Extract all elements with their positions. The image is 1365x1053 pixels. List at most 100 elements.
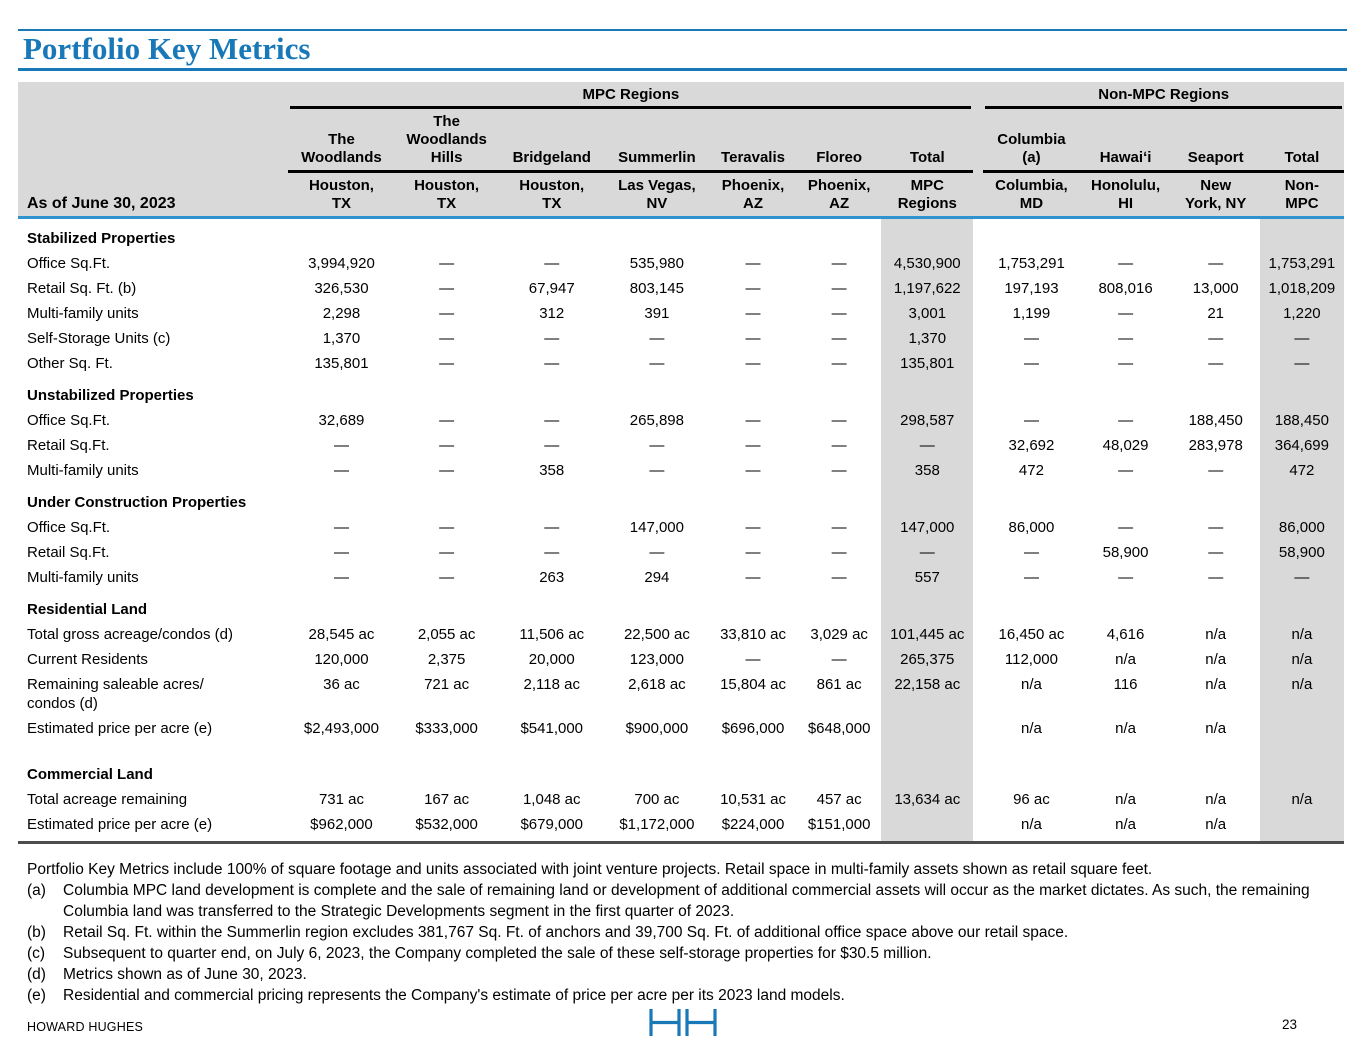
column-gap: [973, 251, 983, 276]
cell-value: [1172, 483, 1260, 515]
cell-value: [709, 483, 797, 515]
cell-value: —: [1208, 543, 1224, 561]
cell-value: n/a: [1021, 719, 1042, 737]
cell-value: 22,158 ac: [881, 671, 974, 716]
cell-value: [881, 715, 974, 741]
table-row: Current Residents 120,000 2,375 20,000 123,0…: [18, 646, 1344, 672]
table-row: Retail Sq.Ft. — — — — — — — — 58,900 — 58,900: [18, 539, 1344, 565]
cell-value: [395, 376, 499, 408]
cell-value: —: [544, 411, 560, 429]
column-header-location: Las Vegas, NV: [604, 171, 709, 219]
column-header-region: Floreo: [797, 109, 882, 173]
column-gap: [973, 787, 983, 812]
cell-value: [983, 483, 1079, 515]
footnote-intro: Portfolio Key Metrics include 100% of sq…: [27, 860, 1153, 878]
cell-value: [709, 590, 797, 622]
cell-value: n/a: [1205, 650, 1227, 668]
cell-value: $900,000: [625, 719, 689, 737]
section-header-row: Unstabilized Properties: [18, 375, 1344, 408]
cell-value: —: [831, 304, 847, 322]
column-header-region: Teravalis: [708, 109, 798, 173]
cell-value: 20,000: [528, 650, 575, 668]
row-label: Multi-family units: [27, 304, 139, 322]
cell-value: [797, 376, 881, 408]
cell-value: [881, 375, 974, 408]
table-row: Total acreage remaining 731 ac 167 ac 1,048…: [18, 786, 1344, 812]
cell-value: [395, 483, 499, 515]
region-header-row: The Woodlands The Woodlands Hills Bridge…: [18, 109, 1344, 173]
cell-value: 364,699: [1259, 432, 1344, 458]
cell-value: 2,298: [322, 304, 361, 322]
group-header-row: MPC Regions Non-MPC Regions: [18, 82, 1344, 109]
section-title: Under Construction Properties: [27, 493, 247, 511]
row-label: Estimated price per acre (e): [27, 815, 213, 833]
cell-value: 13,000: [1192, 279, 1239, 297]
footnote: (b) Retail Sq. Ft. within the Summerlin r…: [18, 922, 1347, 943]
cell-value: n/a: [1115, 719, 1136, 737]
column-gap: [973, 565, 983, 590]
row-label: Office Sq.Ft.: [27, 518, 111, 536]
column-gap: [973, 672, 983, 716]
column-gap: [973, 622, 983, 647]
column-header-region: Seaport: [1171, 109, 1260, 173]
cell-value: —: [1208, 329, 1224, 347]
cell-value: [881, 217, 974, 251]
cell-value: —: [333, 543, 349, 561]
cell-value: —: [1118, 329, 1134, 347]
cell-value: —: [649, 436, 665, 454]
row-label: Estimated price per acre (e): [27, 719, 213, 737]
cell-value: —: [649, 354, 665, 372]
page-title: Portfolio Key Metrics: [23, 31, 311, 66]
footnote-label: (c): [27, 944, 46, 962]
column-gap: [973, 741, 983, 787]
cell-value: —: [439, 518, 455, 536]
cell-value: 808,016: [1098, 279, 1153, 297]
footnote-label: (d): [27, 965, 46, 983]
cell-value: n/a: [1021, 815, 1042, 833]
cell-value: —: [1118, 518, 1134, 536]
cell-value: [709, 741, 797, 787]
cell-value: —: [1118, 461, 1134, 479]
table-row: Total gross acreage/condos (d) 28,545 ac 2…: [18, 621, 1344, 647]
cell-value: [983, 590, 1079, 622]
location-header-row: As of June 30, 2023 Houston, TX Houston,…: [18, 171, 1344, 219]
cell-value: $541,000: [520, 719, 584, 737]
cell-value: —: [745, 254, 761, 272]
cell-value: 1,370: [881, 325, 974, 351]
column-header-region: The Woodlands: [288, 109, 395, 173]
cell-value: —: [831, 518, 847, 536]
column-header-location: MPC Regions: [881, 171, 974, 219]
column-gap: [973, 812, 983, 843]
cell-value: —: [831, 568, 847, 586]
cell-value: 33,810 ac: [720, 625, 786, 643]
cell-value: [983, 217, 1079, 251]
cell-value: $648,000: [807, 719, 871, 737]
cell-value: 86,000: [1008, 518, 1055, 536]
row-label: Total gross acreage/condos (d): [27, 625, 233, 643]
cell-value: [1172, 217, 1260, 251]
cell-value: —: [745, 354, 761, 372]
cell-value: $2,493,000: [303, 719, 379, 737]
cell-value: —: [333, 518, 349, 536]
cell-value: $333,000: [415, 719, 478, 737]
cell-value: [288, 376, 394, 408]
cell-value: n/a: [1021, 675, 1042, 693]
cell-value: [605, 741, 709, 787]
column-gap: [973, 351, 983, 376]
cell-value: —: [1208, 568, 1224, 586]
cell-value: 1,753,291: [1259, 250, 1344, 276]
column-header-location: New York, NY: [1171, 171, 1260, 219]
row-label: Current Residents: [27, 650, 148, 668]
table-header: MPC Regions Non-MPC Regions The Woodland…: [18, 82, 1344, 219]
cell-value: —: [439, 304, 455, 322]
cell-value: —: [649, 543, 665, 561]
cell-value: —: [745, 411, 761, 429]
cell-value: n/a: [1205, 625, 1227, 643]
table-row: Office Sq.Ft. 3,994,920 — — 535,980 — — 4,530,9…: [18, 250, 1344, 276]
cell-value: —: [1208, 354, 1224, 372]
page-number: 23: [1281, 1017, 1297, 1032]
row-label: Retail Sq.Ft.: [27, 543, 110, 561]
cell-value: 391: [644, 304, 670, 322]
cell-value: —: [831, 254, 847, 272]
cell-value: 28,545 ac: [308, 625, 375, 643]
